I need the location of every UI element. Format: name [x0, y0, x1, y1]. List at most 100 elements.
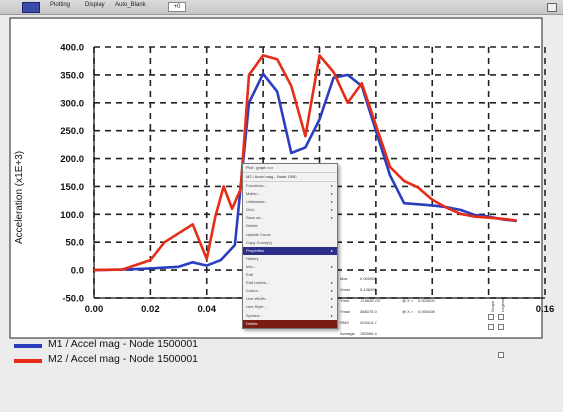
submenu-arrow-icon: ▸ [330, 191, 333, 197]
stat-label: Xmax [340, 287, 351, 292]
context-menu-header: Plot : graph n.n [243, 164, 337, 173]
stat-row: Xmax 0.136000 [340, 287, 480, 295]
toolbar-input[interactable]: +0 [168, 2, 186, 12]
context-menu-item[interactable]: Line Style... ▸ [243, 303, 337, 311]
y-tick-label: 400.0 [60, 43, 84, 54]
stat-row: Max 0.000000 [340, 276, 480, 284]
stat-at-value: 0.000000 [418, 298, 435, 303]
x-tick-label: 0.16 [536, 304, 555, 315]
stat-value: 0.136000 [360, 287, 377, 292]
context-menu-item[interactable]: Units/axes... ▸ [243, 198, 337, 206]
context-menu-item-label: Symbol... [246, 312, 263, 318]
menu-plotting[interactable]: Plotting [50, 2, 71, 8]
x-tick-label: 0.04 [198, 304, 217, 315]
y-tick-label: 200.0 [60, 154, 84, 165]
legend-label: M1 / Accel mag - Node 1500001 [48, 338, 199, 350]
context-menu: Plot : graph n.n M2 / Accel mag - Node 1… [242, 163, 338, 329]
x-tick-label: 0.00 [85, 304, 104, 315]
graph-checkbox[interactable] [488, 314, 494, 320]
submenu-arrow-icon: ▸ [330, 280, 333, 286]
context-menu-item[interactable]: Delete [243, 319, 337, 328]
context-menu-item-label: Line Style... [246, 304, 267, 310]
app-logo [22, 2, 40, 13]
submenu-arrow-icon: ▸ [330, 304, 333, 310]
graph-checkbox[interactable] [488, 324, 494, 330]
stat-at-label: @ X = [402, 298, 414, 303]
context-menu-item-label: Copy Curve(s) [246, 239, 272, 245]
context-menu-item-label: Save as... [246, 215, 264, 221]
curve-statistics-panel: Max 0.000000 Xmax 0.136000 Ymin -0.664E-03 @ X… [340, 276, 505, 358]
submenu-arrow-icon: ▸ [330, 288, 333, 294]
stat-at-label: @ X = [402, 309, 414, 314]
legend-swatch [14, 359, 42, 363]
context-menu-item[interactable]: Copy Curve(s) [243, 239, 337, 247]
graph-column-header: Graph [490, 300, 495, 312]
stat-value: 150065.4 [360, 331, 377, 336]
y-tick-label: 300.0 [60, 98, 84, 109]
context-menu-item-label: Properties [246, 247, 265, 253]
stat-at-value: 0.060408 [418, 309, 435, 314]
context-menu-item[interactable]: Edit Labels... ▸ [243, 279, 337, 287]
y-axis-label: Acceleration (x1E+3) [14, 151, 25, 244]
title-bar: Plotting Display Auto_Blank +0 [0, 0, 563, 15]
series-line-2[interactable] [93, 54, 517, 272]
context-menu-item-label: Info... [246, 263, 257, 269]
legend-checkbox[interactable] [498, 352, 504, 358]
submenu-arrow-icon: ▸ [330, 312, 333, 318]
context-menu-item[interactable]: Properties ▸ [243, 246, 337, 255]
context-menu-item-label: Line Width... [246, 296, 269, 302]
context-menu-item[interactable]: Save as... ▸ [243, 214, 337, 222]
context-menu-item[interactable]: Edit [243, 271, 337, 279]
context-menu-item-label: Grid... [246, 207, 257, 213]
legend-swatch [14, 344, 42, 348]
context-menu-item[interactable]: Update Curve [243, 231, 337, 239]
stat-value: 203414.7 [360, 320, 377, 325]
context-menu-item-label: Functions... [246, 183, 267, 188]
stat-value: 0.000000 [360, 276, 377, 281]
context-menu-item[interactable]: Colour... ▸ [243, 287, 337, 295]
legend-entry-m2[interactable]: M2 / Accel mag - Node 1500001 [6, 353, 221, 368]
context-menu-item[interactable]: Info... ▸ [243, 263, 337, 271]
y-tick-label: -50.0 [62, 294, 84, 305]
submenu-arrow-icon: ▸ [330, 199, 333, 205]
context-menu-item-label: History [246, 255, 259, 261]
legend-column-header: Legend [500, 298, 505, 312]
context-menu-item-label: Units/axes... [246, 199, 269, 205]
context-menu-item[interactable]: Symbol... ▸ [243, 312, 337, 320]
context-menu-item-label: Edit [246, 272, 253, 278]
submenu-arrow-icon: ▸ [330, 247, 333, 253]
menu-auto-blank[interactable]: Auto_Blank [115, 2, 146, 8]
context-menu-item[interactable]: History [243, 255, 337, 263]
legend-label: M2 / Accel mag - Node 1500001 [48, 353, 199, 365]
context-menu-item[interactable]: Matrix... ▸ [243, 190, 337, 198]
legend-entry-m1[interactable]: M1 / Accel mag - Node 1500001 [6, 338, 221, 353]
context-menu-item[interactable]: Functions... ▸ [243, 182, 337, 190]
series-line-1[interactable] [93, 72, 517, 272]
context-menu-item[interactable]: Line Width... ▸ [243, 295, 337, 303]
stat-label: RMS [340, 320, 349, 325]
x-tick-label: 0.02 [141, 304, 160, 315]
window-control-button[interactable] [547, 3, 557, 12]
context-menu-item-label: Delete [246, 320, 258, 326]
context-menu-item-label: Delete [246, 223, 258, 229]
menu-display[interactable]: Display [85, 2, 105, 8]
legend-checkbox[interactable] [498, 324, 504, 330]
legend-checkbox[interactable] [498, 314, 504, 320]
context-menu-item-label: Edit Labels... [246, 280, 270, 286]
y-tick-label: 0.0 [71, 266, 84, 277]
context-menu-item[interactable]: Delete [243, 222, 337, 230]
submenu-arrow-icon: ▸ [330, 207, 333, 213]
submenu-arrow-icon: ▸ [330, 263, 333, 269]
y-tick-label: 100.0 [60, 210, 84, 221]
stat-label: Ymax [340, 309, 351, 314]
stat-label: Max [340, 276, 348, 281]
stat-value: 388075.0 [360, 309, 377, 314]
context-menu-item-label: Update Curve [246, 231, 271, 237]
context-menu-item[interactable]: Grid... ▸ [243, 206, 337, 214]
stat-row: Ymax 388075.0 @ X = 0.060408 [340, 309, 480, 317]
stat-value: -0.664E-03 [360, 298, 380, 303]
submenu-arrow-icon: ▸ [330, 296, 333, 302]
y-tick-label: 350.0 [60, 70, 84, 81]
submenu-arrow-icon: ▸ [330, 215, 333, 221]
y-tick-label: 250.0 [60, 126, 84, 137]
